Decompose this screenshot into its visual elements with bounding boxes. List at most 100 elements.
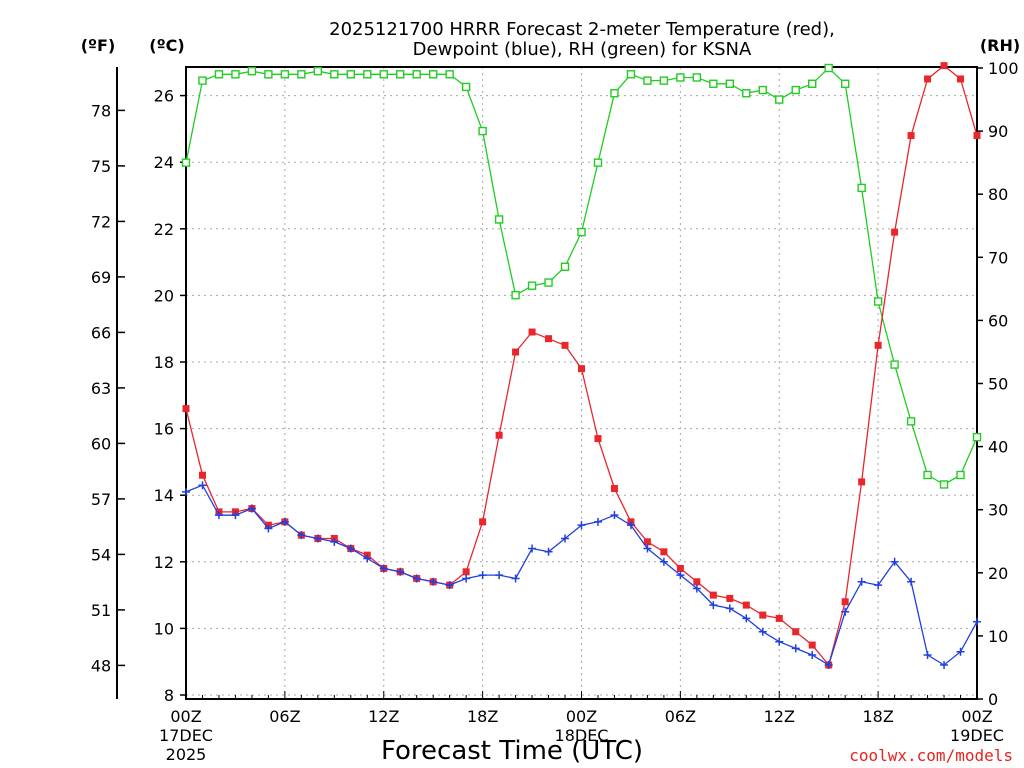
grid <box>186 67 977 699</box>
rh-tick-label: 0 <box>988 690 998 709</box>
rh-point <box>873 297 883 306</box>
dewpoint-point <box>742 614 751 623</box>
rh-point <box>544 278 553 287</box>
rh-point <box>511 290 520 300</box>
temperature-point <box>940 62 948 70</box>
f-tick-label: 66 <box>91 323 111 342</box>
x-tick-label: 18Z <box>862 707 893 726</box>
dewpoint-point <box>561 534 570 543</box>
temperature-point <box>578 365 585 373</box>
rh-point <box>742 89 751 98</box>
f-tick-label: 57 <box>91 490 111 509</box>
x-tick-label: 00Z <box>961 707 992 726</box>
dewpoint-point <box>643 544 652 553</box>
temperature-point <box>545 335 553 343</box>
rh-tick-label: 40 <box>988 438 1008 457</box>
rh-point <box>461 82 471 92</box>
rh-point <box>857 183 866 193</box>
c-tick-label: 26 <box>154 87 174 106</box>
dewpoint-point <box>264 524 273 533</box>
rh-point <box>280 70 290 79</box>
temperature-point <box>775 614 783 622</box>
rh-point <box>412 70 421 79</box>
rh-point <box>264 70 273 79</box>
dewpoint-point <box>791 644 800 653</box>
dewpoint-point <box>363 554 372 563</box>
rh-point <box>231 70 240 79</box>
f-tick-label: 69 <box>91 268 111 287</box>
c-tick-label: 18 <box>154 353 174 372</box>
temperature-point <box>907 132 915 140</box>
dewpoint-point <box>973 617 981 626</box>
f-tick-label: 60 <box>91 434 111 453</box>
dewpoint-point <box>214 511 223 520</box>
c-tick-label: 12 <box>154 553 174 572</box>
rh-point <box>840 79 850 88</box>
rh-point <box>808 79 817 88</box>
rh-point <box>181 158 191 167</box>
dewpoint-point <box>429 577 438 586</box>
unit-celsius: (ºC) <box>149 36 184 55</box>
dewpoint-point <box>379 564 388 573</box>
chart-subtitle: Dewpoint (blue), RH (green) for KSNA <box>413 39 752 60</box>
temperature-point <box>973 132 981 140</box>
dewpoint-point <box>841 607 850 616</box>
rh-tick-label: 80 <box>988 185 1008 204</box>
rh-tick-label: 10 <box>988 627 1008 646</box>
temperature-point <box>643 538 651 546</box>
rh-point <box>494 215 504 224</box>
f-tick-label: 54 <box>91 545 111 564</box>
temperature-point <box>957 75 965 83</box>
dewpoint-point <box>198 481 207 490</box>
rh-tick-label: 20 <box>988 564 1008 583</box>
dewpoint-point <box>610 511 619 520</box>
temperature-point <box>660 548 668 556</box>
f-tick-label: 51 <box>91 601 111 620</box>
dewpoint-point <box>445 581 454 590</box>
x-axis-label: Forecast Time (UTC) <box>381 736 643 766</box>
rh-point <box>445 70 454 79</box>
rh-point <box>198 76 207 85</box>
temperature-point <box>858 478 866 486</box>
dewpoint-point <box>478 571 487 580</box>
dewpoint-point <box>626 521 635 530</box>
f-tick-label: 63 <box>91 379 111 398</box>
rh-point <box>725 79 735 88</box>
unit-fahrenheit: (ºF) <box>81 36 116 55</box>
c-tick-label: 22 <box>154 220 174 239</box>
rh-point <box>593 158 603 167</box>
rh-point <box>396 70 405 79</box>
dewpoint-point <box>577 521 586 530</box>
dewpoint-point <box>346 544 355 553</box>
temperature-point <box>891 228 899 236</box>
rh-point <box>758 85 767 95</box>
dewpoint-point <box>692 584 701 593</box>
rh-tick-label: 100 <box>988 59 1019 78</box>
temperature-point <box>512 348 520 356</box>
rh-point <box>890 360 899 369</box>
rh-point <box>379 70 388 79</box>
rh-point <box>297 70 306 79</box>
x-tick-label: 00Z <box>170 707 201 726</box>
x-tick-label: 06Z <box>269 707 300 726</box>
dewpoint-point <box>297 531 306 540</box>
dewpoint-point <box>182 487 190 496</box>
dewpoint-point <box>874 581 883 590</box>
rh-point <box>214 70 224 79</box>
temperature-point <box>594 435 602 443</box>
rh-point <box>643 76 652 85</box>
x-tick-date-label: 17DEC <box>159 726 213 745</box>
credit-label: coolwx.com/models <box>849 746 1013 765</box>
dewpoint-point <box>280 517 289 526</box>
rh-tick-label: 60 <box>988 311 1008 330</box>
c-tick-label: 20 <box>154 286 174 305</box>
rh-point <box>709 79 718 88</box>
x-tick-label: 06Z <box>665 707 696 726</box>
temperature-point <box>874 341 882 349</box>
rh-point <box>247 66 257 76</box>
f-tick-label: 48 <box>91 656 111 675</box>
temperature-point <box>479 518 487 526</box>
rh-point <box>478 126 487 136</box>
unit-rh: (RH) <box>980 36 1020 55</box>
dewpoint-point <box>313 534 322 543</box>
